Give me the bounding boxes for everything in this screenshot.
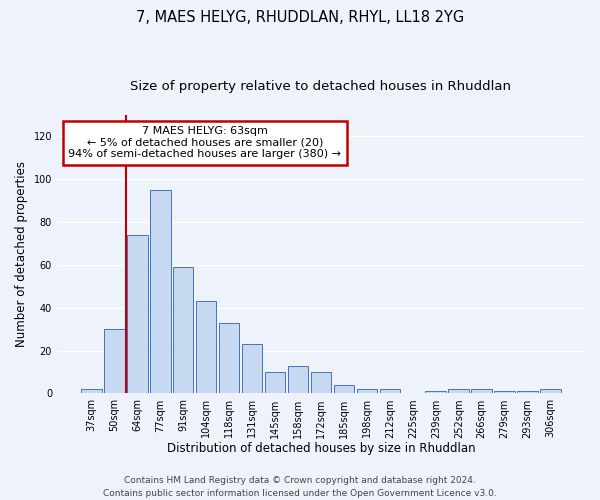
Y-axis label: Number of detached properties: Number of detached properties bbox=[15, 161, 28, 347]
Bar bbox=[472, 389, 492, 394]
Bar bbox=[127, 235, 148, 394]
Bar bbox=[81, 389, 101, 394]
X-axis label: Distribution of detached houses by size in Rhuddlan: Distribution of detached houses by size … bbox=[167, 442, 475, 455]
Bar bbox=[150, 190, 170, 394]
Text: Contains HM Land Registry data © Crown copyright and database right 2024.
Contai: Contains HM Land Registry data © Crown c… bbox=[103, 476, 497, 498]
Text: 7, MAES HELYG, RHUDDLAN, RHYL, LL18 2YG: 7, MAES HELYG, RHUDDLAN, RHYL, LL18 2YG bbox=[136, 10, 464, 25]
Bar bbox=[356, 389, 377, 394]
Bar bbox=[494, 392, 515, 394]
Bar bbox=[448, 389, 469, 394]
Bar bbox=[242, 344, 262, 394]
Bar bbox=[219, 323, 239, 394]
Bar bbox=[334, 385, 354, 394]
Bar bbox=[265, 372, 286, 394]
Bar bbox=[541, 389, 561, 394]
Bar bbox=[425, 392, 446, 394]
Bar bbox=[196, 302, 217, 394]
Text: 7 MAES HELYG: 63sqm
← 5% of detached houses are smaller (20)
94% of semi-detache: 7 MAES HELYG: 63sqm ← 5% of detached hou… bbox=[68, 126, 341, 160]
Bar bbox=[311, 372, 331, 394]
Bar bbox=[173, 267, 193, 394]
Bar bbox=[517, 392, 538, 394]
Title: Size of property relative to detached houses in Rhuddlan: Size of property relative to detached ho… bbox=[130, 80, 511, 93]
Bar bbox=[380, 389, 400, 394]
Bar bbox=[287, 366, 308, 394]
Bar bbox=[104, 329, 125, 394]
